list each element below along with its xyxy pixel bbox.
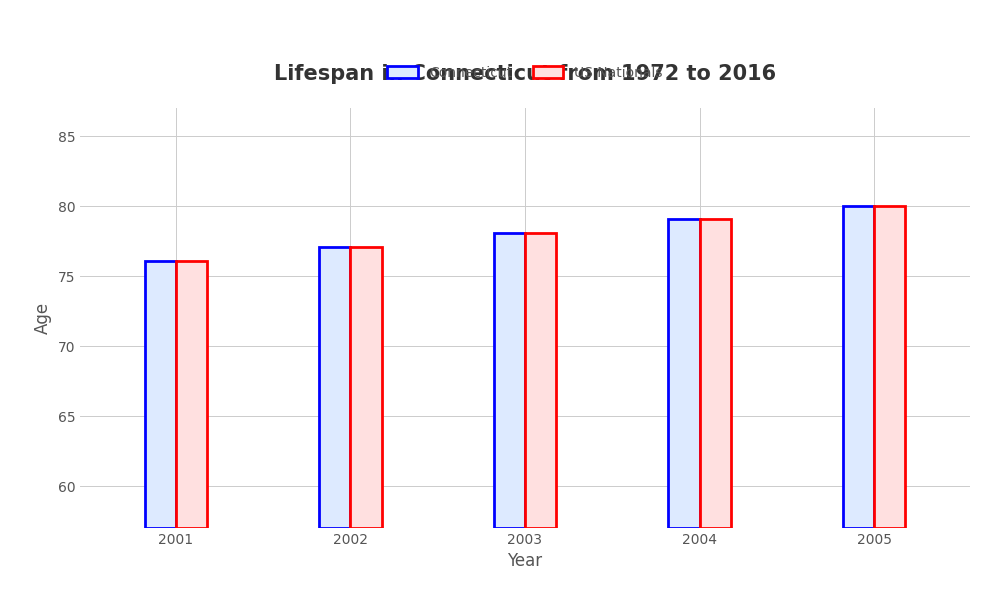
Bar	[350, 247, 382, 528]
Y-axis label: Age: Age	[34, 302, 52, 334]
Bar	[319, 247, 350, 528]
Bar	[700, 218, 731, 528]
X-axis label: Year: Year	[507, 553, 543, 571]
Bar	[145, 260, 176, 528]
Bar	[668, 218, 700, 528]
Legend: Connecticut, US Nationals: Connecticut, US Nationals	[382, 61, 668, 85]
Bar	[494, 233, 525, 528]
Bar	[874, 206, 905, 528]
Bar	[176, 260, 207, 528]
Title: Lifespan in Connecticut from 1972 to 2016: Lifespan in Connecticut from 1972 to 201…	[274, 64, 776, 84]
Bar	[525, 233, 556, 528]
Bar	[843, 206, 874, 528]
